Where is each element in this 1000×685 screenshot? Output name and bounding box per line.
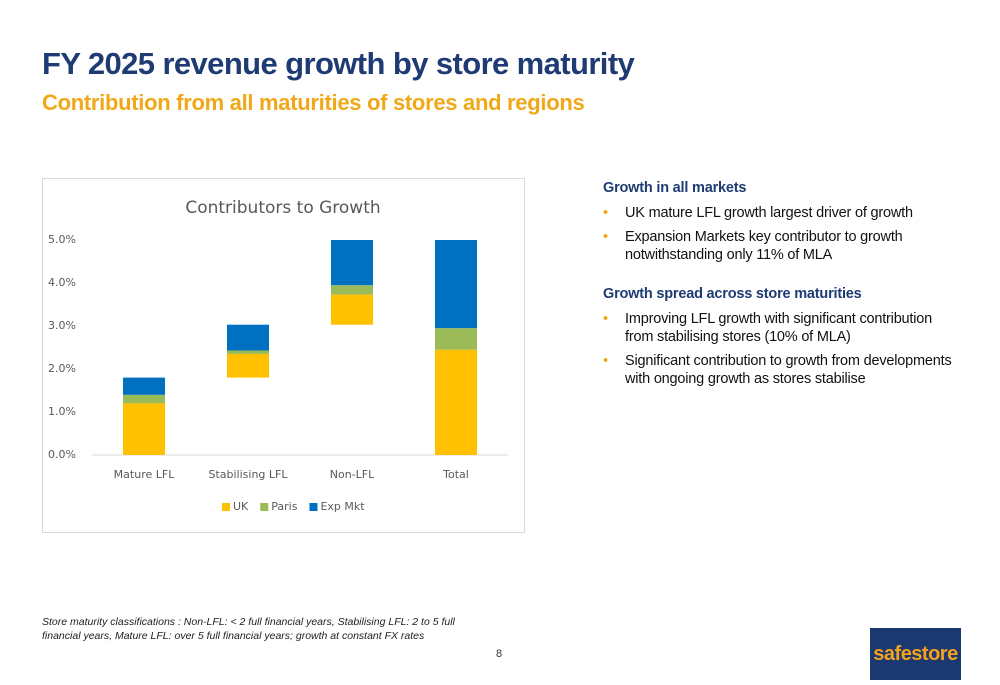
legend-label: UK (233, 500, 249, 513)
bullet-item: Expansion Markets key contributor to gro… (603, 228, 963, 264)
bar-segment (123, 394, 165, 404)
y-tick-label: 3.0% (48, 319, 76, 332)
bullet-item: Significant contribution to growth from … (603, 352, 963, 388)
logo: safestore (870, 628, 961, 680)
bullet-item: Improving LFL growth with significant co… (603, 310, 963, 346)
x-tick-label: Total (442, 468, 469, 481)
chart: Contributors to Growth 0.0% 1.0% 2.0% 3.0% 4… (42, 178, 525, 533)
bar-segment (435, 349, 477, 455)
bullet-panel: Growth in all markets UK mature LFL growt… (603, 180, 963, 410)
bullet-item: UK mature LFL growth largest driver of g… (603, 204, 963, 222)
bar-segment (227, 324, 269, 351)
page-number: 8 (496, 648, 503, 660)
slide-subtitle: Contribution from all maturities of stor… (42, 90, 585, 115)
footnote: Store maturity classifications : Non-LFL… (42, 616, 455, 642)
y-tick-label: 0.0% (48, 448, 76, 461)
x-tick-label: Mature LFL (114, 468, 176, 481)
slide-title: FY 2025 revenue growth by store maturity (42, 46, 635, 81)
legend-swatch (309, 503, 318, 511)
x-tick-label: Non-LFL (330, 468, 375, 481)
legend-label: Exp Mkt (320, 500, 365, 513)
bar-segment (227, 353, 269, 378)
section-heading: Growth spread across store maturities (603, 286, 862, 302)
y-tick-label: 4.0% (48, 276, 76, 289)
bar-segment (123, 403, 165, 455)
x-tick-label: Stabilising LFL (208, 468, 288, 481)
y-tick-label: 2.0% (48, 362, 76, 375)
y-tick-label: 1.0% (48, 405, 76, 418)
legend-swatch (222, 503, 230, 511)
y-tick-label: 5.0% (48, 233, 76, 246)
bar-segment (435, 328, 477, 350)
legend-swatch (260, 503, 269, 511)
bar-segment (331, 285, 373, 295)
bar-segment (331, 294, 373, 325)
bar-segment (331, 240, 373, 286)
bar-segment (435, 240, 477, 329)
section-heading: Growth in all markets (603, 180, 747, 196)
chart-title: Contributors to Growth (185, 198, 380, 218)
bar-segment (123, 377, 165, 395)
bullet-section: Growth spread across store maturities Imp… (603, 286, 963, 388)
bar-segment (227, 350, 269, 354)
legend-label: Paris (271, 500, 297, 513)
bullet-section: Growth in all markets UK mature LFL growt… (603, 180, 963, 264)
